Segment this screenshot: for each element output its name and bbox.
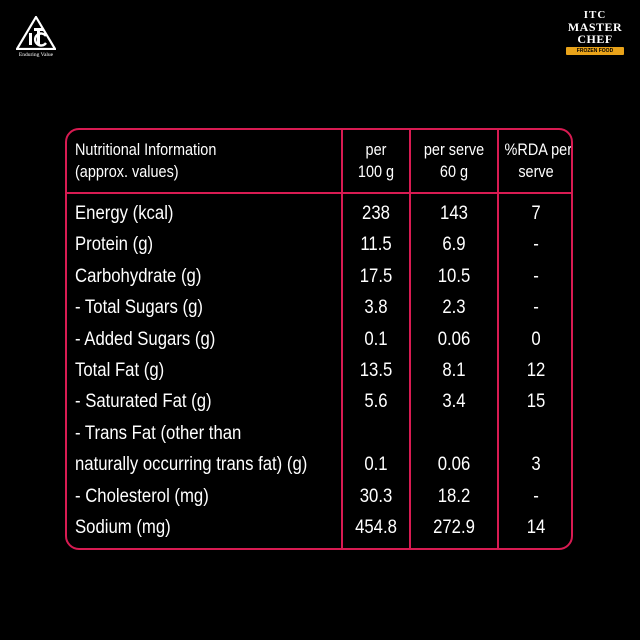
mc-master-text: MASTER xyxy=(567,20,623,34)
cell-label: - Added Sugars (g) xyxy=(75,328,216,350)
header-name: Nutritional Information (approx. values) xyxy=(75,139,216,183)
cell-label: Carbohydrate (g) xyxy=(75,265,202,287)
nutrition-table: Nutritional Information (approx. values)… xyxy=(65,128,573,550)
cell-rda: 7 xyxy=(531,203,541,224)
itc-tagline: Enduring Value xyxy=(18,52,54,58)
column-divider-3 xyxy=(497,130,499,548)
cell-perserve: 0.06 xyxy=(437,328,471,350)
cell-perserve: 10.5 xyxy=(437,265,471,287)
header-perserve-line2: 60 g xyxy=(439,162,469,181)
header-rda: %RDA per serve xyxy=(504,139,573,183)
header-divider xyxy=(67,192,571,194)
cell-per100: 30.3 xyxy=(359,485,393,507)
cell-per100: 238 xyxy=(362,203,390,224)
cell-label: Energy (kcal) xyxy=(75,203,174,224)
header-per100-line2: 100 g xyxy=(357,162,395,181)
header-perserve-line1: per serve xyxy=(423,140,485,159)
cell-per100: 17.5 xyxy=(359,265,393,287)
cell-label: - Cholesterol (mg) xyxy=(75,485,209,507)
header-rda-line1: %RDA per xyxy=(504,140,573,159)
itc-logo-icon xyxy=(16,16,56,50)
cell-rda: - xyxy=(533,265,539,287)
cell-perserve: 6.9 xyxy=(442,234,466,256)
cell-per100: 5.6 xyxy=(364,391,388,413)
cell-rda: 12 xyxy=(526,360,546,381)
cell-label: - Trans Fat (other than xyxy=(75,422,242,444)
cell-perserve: 18.2 xyxy=(437,485,471,507)
mc-frozen-food-band: FROZEN FOOD xyxy=(566,47,624,55)
header-name-line1: Nutritional Information xyxy=(75,140,217,159)
cell-label: - Saturated Fat (g) xyxy=(75,391,212,413)
mc-itc-text: ITC xyxy=(583,9,607,21)
cell-perserve: 2.3 xyxy=(442,297,466,319)
mc-chef-text: CHEF xyxy=(577,32,613,46)
cell-rda: - xyxy=(533,234,539,256)
cell-per100: 0.1 xyxy=(364,454,388,476)
master-chef-logo: ITC MASTER CHEF FROZEN FOOD xyxy=(560,10,630,55)
cell-perserve: 3.4 xyxy=(442,391,466,413)
cell-label: Total Fat (g) xyxy=(75,360,165,381)
cell-per100: 13.5 xyxy=(359,360,393,381)
column-divider-1 xyxy=(341,130,343,548)
cell-perserve: 0.06 xyxy=(437,454,471,476)
column-divider-2 xyxy=(409,130,411,548)
cell-per100: 3.8 xyxy=(364,297,388,319)
cell-rda: 0 xyxy=(531,328,541,350)
header-rda-line2: serve xyxy=(518,162,554,181)
cell-rda: - xyxy=(533,485,539,507)
itc-logo: Enduring Value xyxy=(14,16,58,58)
cell-per100: 454.8 xyxy=(355,517,397,538)
cell-rda: 14 xyxy=(526,517,546,538)
cell-label: naturally occurring trans fat) (g) xyxy=(75,454,308,476)
header-per100: per 100 g xyxy=(348,139,404,183)
cell-label: Sodium (mg) xyxy=(75,517,171,538)
cell-perserve: 272.9 xyxy=(433,517,475,538)
header-perserve: per serve 60 g xyxy=(417,139,490,183)
cell-rda: - xyxy=(533,297,539,319)
cell-rda: 15 xyxy=(526,391,546,413)
cell-rda: 3 xyxy=(531,454,541,476)
header-name-line2: (approx. values) xyxy=(75,162,179,181)
cell-label: Protein (g) xyxy=(75,234,154,256)
cell-per100: 11.5 xyxy=(360,234,392,256)
header-per100-line1: per xyxy=(365,140,387,159)
cell-perserve: 8.1 xyxy=(442,360,466,381)
cell-per100: 0.1 xyxy=(364,328,388,350)
cell-label: - Total Sugars (g) xyxy=(75,297,203,319)
cell-perserve: 143 xyxy=(440,203,468,224)
